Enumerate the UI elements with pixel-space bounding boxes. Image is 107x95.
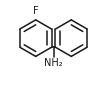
Text: NH₂: NH₂ bbox=[44, 58, 63, 68]
Text: F: F bbox=[33, 6, 39, 16]
